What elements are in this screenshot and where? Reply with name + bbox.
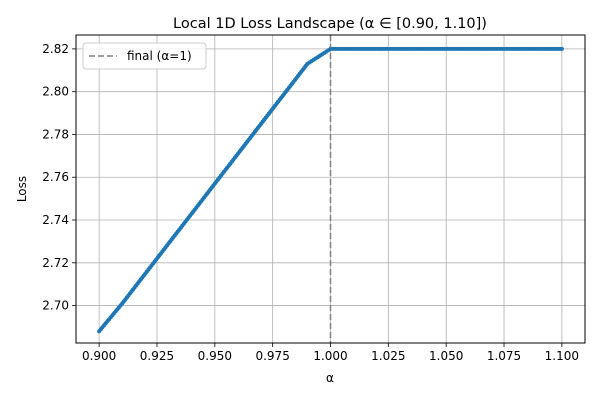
- legend: final (α=1): [82, 42, 207, 70]
- y-tick-label: 2.78: [42, 127, 69, 141]
- series-layer: [97, 46, 564, 334]
- x-tick-label: 1.000: [313, 349, 347, 363]
- y-tick-label: 2.70: [42, 299, 69, 313]
- loss-series-marker: [559, 46, 564, 51]
- y-tick-label: 2.76: [42, 170, 69, 184]
- y-tick-label: 2.72: [42, 256, 69, 270]
- x-tick-label: 1.050: [429, 349, 463, 363]
- x-tick-label: 0.950: [198, 349, 232, 363]
- y-axis-label: Loss: [15, 176, 29, 202]
- legend-entry-label: final (α=1): [127, 49, 192, 63]
- x-tick-label: 1.075: [487, 349, 521, 363]
- x-tick-label: 0.975: [255, 349, 289, 363]
- x-tick-label: 0.925: [140, 349, 174, 363]
- y-tick-label: 2.82: [42, 42, 69, 56]
- x-axis-ticks: 0.900 0.925 0.950 0.975 1.000 1.025 1.050 1.075…: [82, 343, 579, 363]
- y-tick-label: 2.74: [42, 213, 69, 227]
- legend-box: [82, 42, 207, 70]
- y-tick-label: 2.80: [42, 85, 69, 99]
- x-tick-label: 0.900: [82, 349, 116, 363]
- x-tick-label: 1.100: [545, 349, 579, 363]
- x-axis-label: α: [326, 371, 334, 385]
- x-tick-label: 1.025: [371, 349, 405, 363]
- y-axis-ticks: 2.70 2.72 2.74 2.76 2.78 2.80 2.82: [42, 42, 76, 313]
- chart-title: Local 1D Loss Landscape (α ∈ [0.90, 1.10…: [173, 16, 487, 32]
